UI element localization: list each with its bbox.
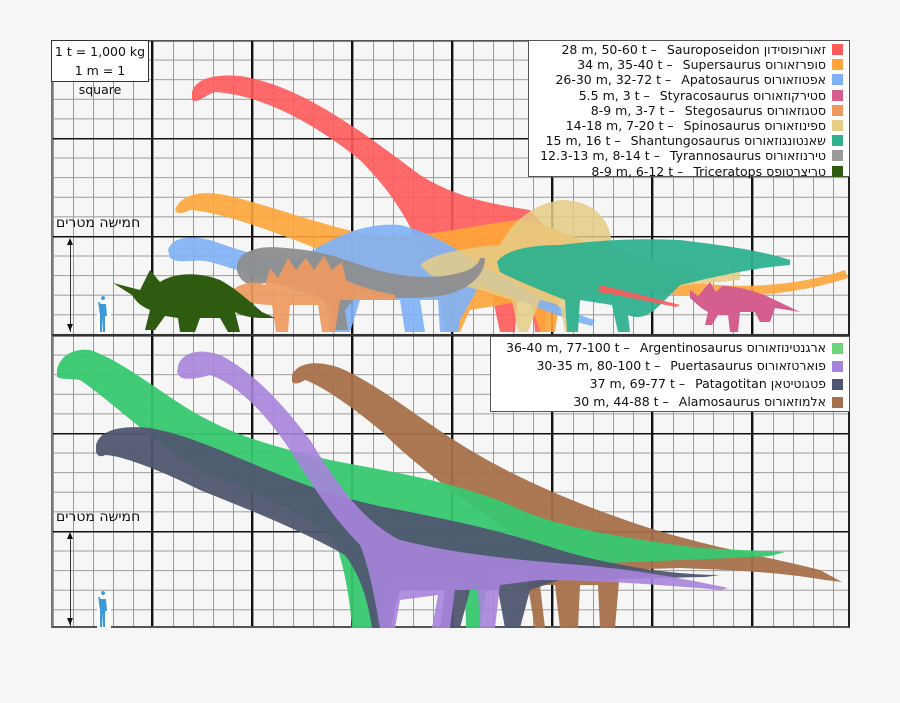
color-swatch — [832, 342, 843, 354]
legend-item-supersaurus: 34 m, 35-40 t – Supersaurus סופרזאורוס — [529, 57, 849, 72]
color-swatch — [832, 89, 843, 101]
legend-item-styracosaurus: 5.5 m, 3 t – Styracosaurus סטירקוזאורוס — [529, 88, 849, 103]
scale-note-length: 1 m = 1 square — [74, 63, 126, 97]
legend-item-argentinosaurus: 36-40 m, 77-100 t – Argentinosaurus ארגנ… — [491, 339, 849, 357]
arrow-down-icon — [67, 618, 73, 625]
scale-bar-line-bottom — [70, 534, 71, 626]
arrow-up-icon — [67, 238, 73, 245]
legend-item-triceratops: 8-9 m, 6-12 t – Triceratops טריצרטופס — [529, 164, 849, 179]
color-swatch — [832, 120, 843, 132]
argentinosaurus-silhouette — [57, 349, 785, 628]
legend-item-shantungosaurus: 15 m, 16 t – Shantungosaurus שאנטונגוזאו… — [529, 133, 849, 148]
color-swatch — [832, 378, 843, 390]
legend-item-alamosaurus: 30 m, 44-88 t – Alamosaurus אלמוזאורוס — [491, 393, 849, 411]
puertasaurus-silhouette — [177, 351, 728, 628]
legend-item-patagotitan: 37 m, 69-77 t – Patagotitan פטגוטיטאן — [491, 375, 849, 393]
five-meter-label-bottom: חמישה מטרים — [56, 509, 141, 525]
arrow-down-icon — [67, 324, 73, 331]
legend-item-stegosaurus: 8-9 m, 3-7 t – Stegosaurus סטגוזאורוס — [529, 103, 849, 118]
color-swatch — [832, 396, 843, 408]
styracosaurus-silhouette — [690, 282, 800, 332]
legend-item-apatosaurus: 26-30 m, 32-72 t – Apatosaurus אפטוזאורו… — [529, 72, 849, 87]
scale-note: 1 t = 1,000 kg 1 m = 1 square — [51, 40, 149, 97]
scale-bar-line-top — [70, 240, 71, 332]
color-swatch — [832, 44, 843, 56]
scale-note-mass: 1 t = 1,000 kg — [54, 44, 146, 59]
alamosaurus-silhouette — [292, 363, 842, 628]
color-swatch — [832, 150, 843, 162]
legend-top: 28 m, 50-60 t – Sauroposeidon זאורופוסיד… — [528, 40, 850, 179]
legend-item-puertasaurus: 30-35 m, 80-100 t – Puertasaurus פוארטזא… — [491, 357, 849, 375]
color-swatch — [832, 59, 843, 71]
human-silhouette — [98, 296, 107, 332]
five-meter-label-top: חמישה מטרים — [56, 215, 141, 231]
color-swatch — [832, 135, 843, 147]
human-silhouette — [98, 591, 107, 627]
arrow-up-icon — [67, 532, 73, 539]
color-swatch — [832, 74, 843, 86]
legend-item-tyrannosaurus: 12.3-13 m, 8-14 t – Tyrannosaurus טירנוז… — [529, 148, 849, 163]
legend-item-spinosaurus: 14-18 m, 7-20 t – Spinosaurus ספינוזאורו… — [529, 118, 849, 133]
color-swatch — [832, 104, 843, 116]
legend-item-sauroposeidon: 28 m, 50-60 t – Sauroposeidon זאורופוסיד… — [529, 42, 849, 57]
color-swatch — [832, 165, 843, 177]
legend-bottom: 36-40 m, 77-100 t – Argentinosaurus ארגנ… — [490, 336, 850, 412]
triceratops-silhouette — [113, 270, 275, 332]
shantungosaurus-silhouette — [497, 239, 790, 332]
stegosaurus-silhouette — [225, 256, 395, 332]
color-swatch — [832, 360, 843, 372]
